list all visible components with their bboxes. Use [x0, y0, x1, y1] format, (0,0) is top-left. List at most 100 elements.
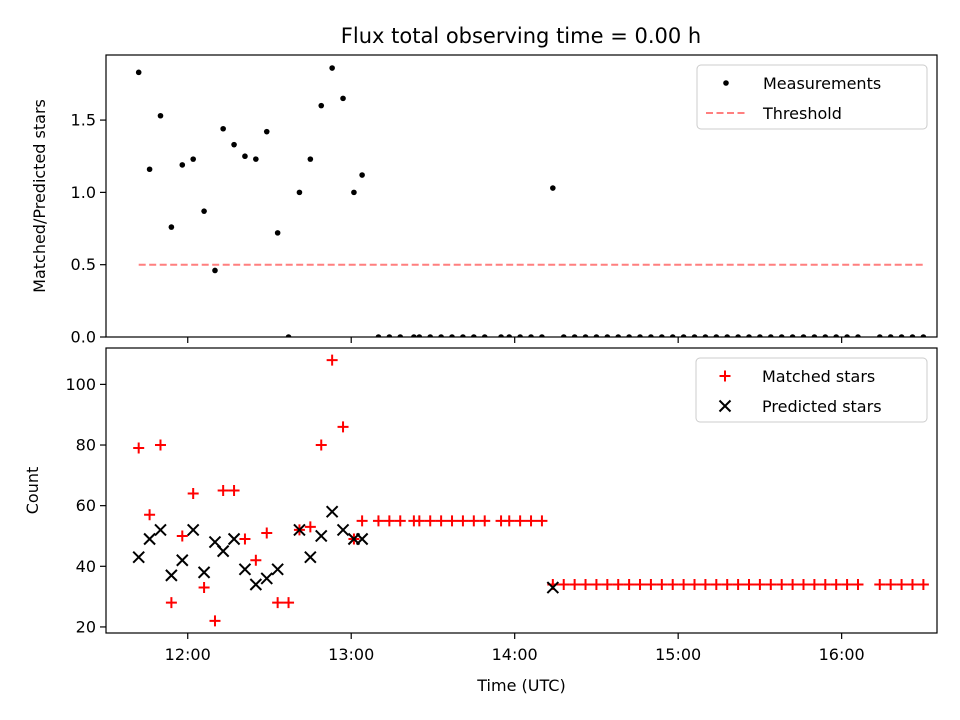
top-measurement-point — [427, 334, 434, 337]
top-measurement-point — [449, 334, 455, 337]
bottom-ytick-label: 40 — [76, 557, 96, 576]
bottom-matched-marker — [743, 578, 755, 590]
top-measurement-point — [157, 112, 164, 119]
top-ytick-label: 0.5 — [71, 255, 96, 274]
bottom-matched-marker — [133, 442, 145, 454]
top-measurement-point — [691, 334, 698, 337]
top-measurement-point — [296, 189, 303, 196]
bottom-matched-marker — [819, 578, 831, 590]
bottom-matched-marker — [468, 515, 480, 527]
bottom-legend-marker — [718, 399, 732, 413]
bottom-predicted-marker — [238, 563, 252, 576]
top-measurement-point — [481, 334, 488, 337]
top-measurement-point — [724, 334, 731, 337]
bottom-matched-marker — [457, 515, 469, 527]
bottom-matched-marker — [678, 578, 690, 590]
bottom-matched-marker — [383, 515, 395, 527]
bottom-matched-marker — [272, 597, 284, 609]
bottom-predicted-marker — [325, 505, 339, 518]
top-measurement-point — [460, 334, 466, 337]
top-axes-frame — [105, 54, 938, 338]
top-measurement-point — [669, 334, 676, 337]
bottom-matched-marker — [787, 578, 799, 590]
bottom-matched-marker — [765, 578, 777, 590]
bottom-ytick-label: 100 — [65, 375, 96, 394]
top-measurement-point — [822, 334, 829, 337]
top-measurement-point — [735, 334, 741, 337]
bottom-matched-marker — [165, 597, 177, 609]
bottom-matched-marker — [446, 515, 458, 527]
bottom-matched-marker — [776, 578, 788, 590]
bottom-matched-marker — [479, 515, 491, 527]
bottom-matched-marker — [198, 582, 210, 594]
top-measurement-point — [231, 141, 237, 148]
bottom-legend-marker — [719, 370, 731, 382]
bottom-matched-marker — [372, 515, 384, 527]
top-measurement-point — [340, 95, 346, 102]
top-series-1 — [135, 65, 927, 337]
top-measurement-point — [351, 189, 357, 196]
bottom-xtick-label: 13:00 — [328, 645, 374, 664]
top-data — [135, 65, 927, 337]
bottom-matched-marker — [283, 597, 295, 609]
bottom-matched-marker — [304, 521, 316, 533]
bottom-matched-marker — [514, 515, 526, 527]
top-ytick-label: 1.5 — [71, 111, 96, 130]
top-measurement-point — [438, 334, 444, 337]
top-measurement-point — [212, 267, 218, 274]
top-ytick-label: 1.0 — [71, 183, 96, 202]
bottom-xtick-label: 15:00 — [655, 645, 701, 664]
top-measurement-point — [359, 172, 365, 178]
top-measurement-point — [550, 185, 556, 191]
bottom-matched-marker — [590, 578, 602, 590]
top-measurement-point — [659, 334, 665, 337]
bottom-matched-marker — [656, 578, 668, 590]
bottom-xtick-label: 16:00 — [819, 645, 865, 664]
bottom-predicted-marker — [143, 532, 156, 546]
bottom-matched-marker — [144, 509, 156, 521]
top-measurement-point — [615, 334, 622, 337]
top-measurement-point — [329, 65, 335, 71]
top-measurement-point — [285, 334, 292, 337]
bottom-ytick-label: 60 — [76, 496, 96, 515]
bottom-matched-marker — [228, 485, 240, 496]
bottom-matched-marker — [830, 578, 842, 590]
top-measurement-point — [702, 334, 709, 337]
bottom-panel: 20 40 60 80 100 12:00 13:00 14:00 15:00 16:00 Coun… — [23, 347, 938, 695]
bottom-matched-marker — [154, 439, 166, 451]
bottom-matched-marker — [645, 578, 657, 590]
bottom-matched-marker — [896, 578, 908, 590]
top-measurement-point — [898, 334, 905, 337]
bottom-matched-marker — [667, 578, 679, 590]
bottom-predicted-marker — [293, 523, 306, 537]
bottom-matched-marker — [435, 515, 447, 527]
top-measurement-point — [253, 156, 259, 162]
bottom-predicted-marker — [216, 544, 230, 558]
bottom-predicted-marker — [165, 569, 178, 582]
bottom-matched-marker — [503, 515, 515, 527]
bottom-predicted-marker — [271, 563, 284, 576]
bottom-matched-marker — [217, 485, 229, 496]
top-ylabel: Matched/Predicted stars — [30, 99, 49, 293]
bottom-matched-marker — [699, 578, 711, 590]
bottom-predicted-marker — [154, 523, 167, 537]
bottom-legend-label: Matched stars — [762, 367, 875, 386]
top-measurement-point — [768, 334, 774, 337]
bottom-matched-marker — [754, 578, 766, 590]
top-measurement-point — [582, 334, 589, 337]
top-measurement-point — [560, 334, 567, 337]
bottom-matched-marker — [569, 578, 581, 590]
bottom-predicted-marker — [336, 523, 350, 537]
bottom-predicted-marker — [132, 550, 145, 564]
bottom-matched-marker — [852, 578, 864, 590]
top-measurement-point — [680, 334, 687, 337]
top-measurement-point — [626, 334, 632, 337]
top-measurement-point — [746, 334, 752, 337]
bottom-matched-marker — [580, 578, 592, 590]
bottom-legend: Matched stars Predicted stars — [695, 357, 928, 423]
bottom-matched-marker — [841, 578, 853, 590]
top-measurement-point — [307, 156, 314, 162]
bottom-axes-frame — [105, 347, 938, 634]
bottom-matched-marker — [315, 439, 327, 451]
